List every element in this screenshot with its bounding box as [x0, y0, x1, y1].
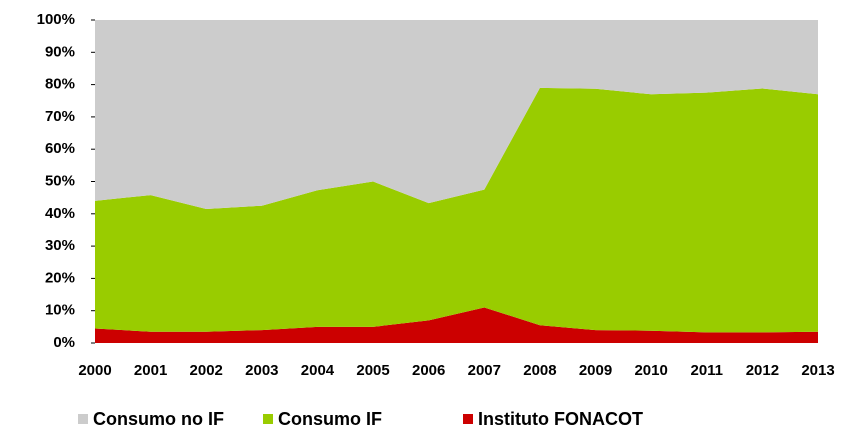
y-tick-label: 100% [37, 11, 75, 28]
x-tick-label: 2010 [634, 362, 667, 379]
y-tick-label: 0% [53, 334, 75, 351]
legend-label: Instituto FONACOT [478, 409, 643, 429]
legend-label: Consumo no IF [93, 409, 224, 429]
area [95, 87, 818, 333]
y-tick-label: 40% [45, 205, 75, 222]
area [95, 20, 818, 209]
y-tick-label: 10% [45, 302, 75, 319]
x-tick-label: 2011 [690, 362, 723, 379]
x-tick-label: 2003 [245, 362, 278, 379]
legend-swatch [463, 414, 473, 424]
x-tick-label: 2000 [78, 362, 111, 379]
x-tick-label: 2006 [412, 362, 445, 379]
x-tick-label: 2007 [468, 362, 501, 379]
y-tick-label: 30% [45, 237, 75, 254]
y-tick-label: 20% [45, 269, 75, 286]
y-tick-label: 60% [45, 140, 75, 157]
area [95, 307, 818, 343]
x-tick-label: 2001 [134, 362, 167, 379]
y-tick-label: 70% [45, 108, 75, 125]
legend-swatch [78, 414, 88, 424]
x-tick-label: 2013 [801, 362, 834, 379]
x-tick-label: 2004 [301, 362, 335, 379]
x-tick-label: 2009 [579, 362, 612, 379]
legend-swatch [263, 414, 273, 424]
x-tick-label: 2008 [523, 362, 556, 379]
x-tick-label: 2005 [356, 362, 389, 379]
legend-label: Consumo IF [278, 409, 382, 429]
y-tick-label: 90% [45, 43, 75, 60]
y-tick-label: 50% [45, 172, 75, 189]
x-tick-label: 2012 [746, 362, 779, 379]
y-tick-label: 80% [45, 76, 75, 93]
x-tick-label: 2002 [190, 362, 223, 379]
